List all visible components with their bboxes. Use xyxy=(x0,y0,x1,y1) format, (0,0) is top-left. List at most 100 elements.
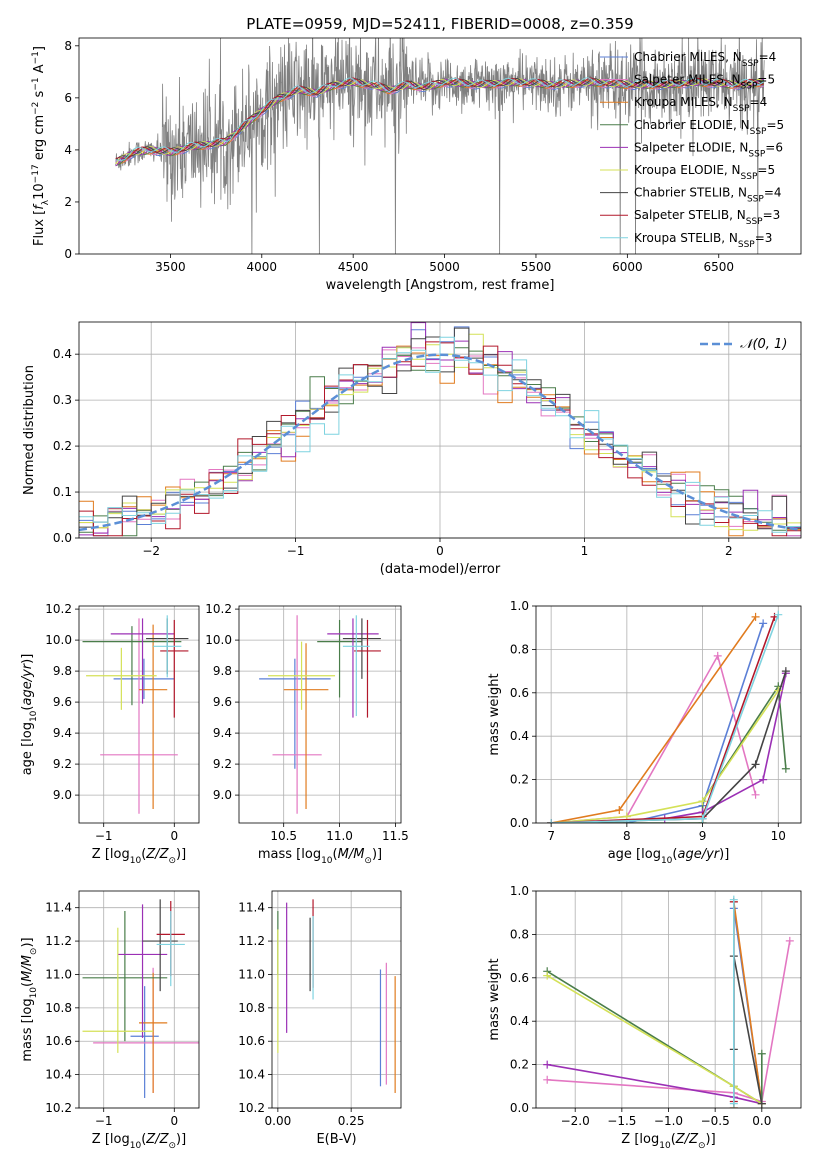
x-axis-label: mass [log10(M/M⊙)] xyxy=(258,847,382,866)
series-marker xyxy=(543,1060,552,1069)
y-tick-label: 0.3 xyxy=(53,393,72,407)
y-tick-label: 0.4 xyxy=(53,347,72,361)
label-part: mass [ xyxy=(20,1018,35,1061)
series-marker xyxy=(774,610,783,619)
series-marker xyxy=(543,971,552,980)
errorbar-chabrier-elodie xyxy=(82,911,168,1042)
x-tick-label: 9 xyxy=(699,829,707,843)
x-axis-label: (data-model)/error xyxy=(380,562,501,577)
errorbar-salpeter-elodie xyxy=(117,904,168,1038)
label-part: M/M xyxy=(20,955,35,982)
legend-label-chabrier-elodie: Chabrier ELODIE, NSSP=5 xyxy=(634,118,784,137)
series-marker xyxy=(543,1075,552,1084)
axes-frame xyxy=(238,605,402,824)
series-marker xyxy=(713,651,722,660)
label-part: ⊙ xyxy=(364,856,372,866)
series-line xyxy=(551,683,787,823)
label-part: ( xyxy=(20,982,35,987)
errorbar-kroupa-elodie xyxy=(86,647,157,710)
label-part: )] xyxy=(372,847,382,862)
series-marker xyxy=(785,936,794,945)
x-tick-label: 0 xyxy=(170,1114,178,1128)
y-tick-label: 1.0 xyxy=(510,599,529,613)
y-tick-label: 9.2 xyxy=(213,757,232,771)
y-axis-label: Flux [fλ10−17 erg cm−2 s−1 A−1] xyxy=(31,46,51,246)
label-part: mass weight xyxy=(487,958,502,1040)
series-line xyxy=(551,690,779,823)
label-part: log xyxy=(639,1132,659,1147)
legend-model-name: Salpeter MILES, N xyxy=(634,73,741,87)
y-tick-label: 0.1 xyxy=(53,485,72,499)
x-axis-label: wavelength [Angstrom, rest frame] xyxy=(326,278,555,293)
axes-frame xyxy=(78,605,200,824)
legend-label-kroupa-elodie: Kroupa ELODIE, NSSP=5 xyxy=(634,163,775,182)
y-tick-label: 9.8 xyxy=(53,664,72,678)
label-part: log xyxy=(20,998,35,1018)
label-part: A xyxy=(32,64,47,77)
label-part: )] xyxy=(20,937,35,947)
plot-area xyxy=(82,615,189,814)
y-tick-label: 0.0 xyxy=(53,531,72,545)
series-marker xyxy=(729,895,738,904)
series-line xyxy=(551,623,764,823)
x-tick-label: 11.0 xyxy=(326,829,353,843)
label-part: )] xyxy=(176,847,186,862)
x-tick-label: −2 xyxy=(142,544,160,558)
legend-sub: SSP xyxy=(748,149,765,159)
series-marker xyxy=(781,667,790,676)
x-tick-label: −1.0 xyxy=(654,1114,683,1128)
legend-model-name: Kroupa MILES, N xyxy=(634,95,733,109)
label-part: age/yr xyxy=(677,847,720,862)
series-marker xyxy=(759,775,768,784)
series-line xyxy=(733,955,763,1104)
y-tick-label: 10.2 xyxy=(205,602,232,616)
series-marker xyxy=(698,814,707,823)
series-kroupa-stelib xyxy=(547,610,783,823)
y-axis-label: mass weight xyxy=(487,673,502,755)
legend-label-kroupa-stelib: Kroupa STELIB, NSSP=3 xyxy=(634,231,772,250)
x-tick-label: 5500 xyxy=(521,260,552,274)
legend-label-normal: 𝒩(0, 1) xyxy=(740,337,787,352)
series-line xyxy=(551,614,780,823)
y-tick-label: 0.0 xyxy=(510,1101,529,1115)
label-part: ⊙ xyxy=(698,1141,706,1151)
legend-model-name: Chabrier ELODIE, N xyxy=(634,118,750,132)
axes-age-vs-mass: 10.5 11.0 11.5 9.0 9.2 9.4 9.6 9.8 10.0 10.2 mass … xyxy=(205,602,408,866)
figure-title: PLATE=0959, MJD=52411, FIBERID=0008, z=0… xyxy=(246,15,633,33)
y-tick-label: 8 xyxy=(64,39,72,53)
y-tick-label: 10.4 xyxy=(45,1068,72,1082)
y-tick-label: 11.4 xyxy=(238,901,265,915)
label-part: age [ xyxy=(608,847,641,862)
x-tick-label: −1 xyxy=(287,544,305,558)
legend-label-salpeter-miles: Salpeter MILES, NSSP=5 xyxy=(634,73,775,92)
plot-area xyxy=(79,322,801,537)
legend-nssp: =4 xyxy=(759,50,777,64)
label-part: (data-model)/error xyxy=(380,562,501,577)
histogram-kroupa-stelib xyxy=(79,336,801,533)
y-axis-label: mass weight xyxy=(487,958,502,1040)
legend-nssp: =3 xyxy=(755,231,773,245)
y-tick-label: 10.8 xyxy=(238,1001,265,1015)
y-tick-label: 0.6 xyxy=(510,971,529,985)
plot-area xyxy=(115,38,765,254)
errorbar-salpeter-elodie xyxy=(110,618,175,704)
x-tick-label: 2 xyxy=(725,544,733,558)
y-tick-label: 10.4 xyxy=(238,1068,265,1082)
label-part: Z [ xyxy=(92,847,110,862)
errorbar-salpeter-stelib xyxy=(354,619,381,718)
legend-model-name: Salpeter STELIB, N xyxy=(634,208,746,222)
series-marker xyxy=(698,797,707,806)
label-part: ] xyxy=(32,46,47,51)
label-part: E(B-V) xyxy=(316,1132,356,1147)
y-tick-label: 9.6 xyxy=(53,695,72,709)
errorbar-chabrier-miles xyxy=(113,658,175,699)
x-tick-label: 11.5 xyxy=(382,829,409,843)
label-part: Z [ xyxy=(92,1132,110,1147)
legend-nssp: =4 xyxy=(750,95,768,109)
label-part: age [ xyxy=(20,742,35,775)
plot-area xyxy=(259,615,381,814)
label-part: log xyxy=(301,847,321,862)
label-part: λ xyxy=(41,199,51,205)
